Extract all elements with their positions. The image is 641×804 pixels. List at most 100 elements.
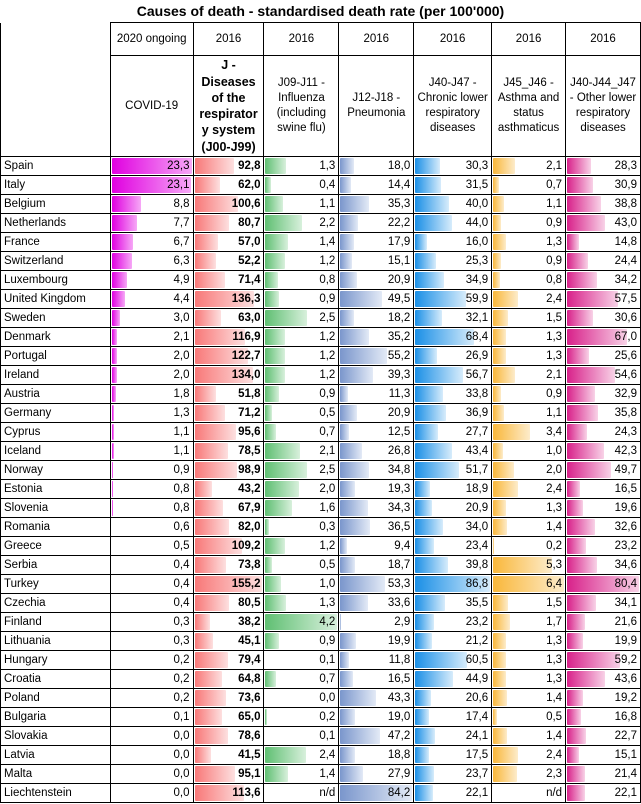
cell-value: 34,0 <box>465 521 489 533</box>
flu-data-bar <box>265 177 271 193</box>
flu-cell: 1,0 <box>263 574 340 594</box>
cell-value: 116,9 <box>232 331 261 343</box>
cell-value: 84,2 <box>387 787 411 799</box>
chr-cell: 24,1 <box>413 726 493 746</box>
cell-value: 20,6 <box>465 692 489 704</box>
covid-data-bar <box>111 443 114 459</box>
chr-data-bar <box>415 196 449 212</box>
cell-value: 0,8 <box>546 274 563 286</box>
pneu-data-bar <box>340 329 370 345</box>
covid-data-bar <box>111 158 192 174</box>
asth-cell: 1,3 <box>491 669 567 689</box>
oth-data-bar <box>567 462 611 478</box>
cell-value: 15,1 <box>387 255 411 267</box>
cell-value: 17,4 <box>465 711 489 723</box>
cell-value: 2,1 <box>546 160 563 172</box>
chr-cell: 33,8 <box>413 384 493 404</box>
flu-cell: 0,1 <box>263 726 340 746</box>
cell-value: 0,4 <box>173 578 190 590</box>
chr-data-bar <box>415 348 438 364</box>
cell-value: 23,3 <box>167 160 190 172</box>
flu-cell: 2,1 <box>263 441 340 461</box>
table-row: Bulgaria 0,1 65,0 0,2 19,0 17,4 0,5 16,8 <box>0 707 641 727</box>
resp-cell: 95,1 <box>192 764 265 784</box>
cell-value: 20,9 <box>387 274 411 286</box>
chr-cell: 21,2 <box>413 631 493 651</box>
asth-cell: 1,3 <box>491 650 567 670</box>
covid-cell: 0,2 <box>109 650 194 670</box>
cell-value: 24,4 <box>614 255 637 267</box>
table-row: Ireland 2,0 134,0 1,2 39,3 56,7 2,1 54,6 <box>0 365 641 385</box>
covid-cell: 3,0 <box>109 308 194 328</box>
asth-cell: 1,3 <box>491 631 567 651</box>
covid-cell: 0,8 <box>109 498 194 518</box>
cell-value: 1,1 <box>319 198 336 210</box>
cell-value: 18,2 <box>387 312 411 324</box>
cell-value: 27,9 <box>387 768 411 780</box>
asth-cell: 0,9 <box>491 213 567 233</box>
cell-value: 23,2 <box>465 616 489 628</box>
cell-value: 2,0 <box>319 483 336 495</box>
cell-value: 16,5 <box>387 673 411 685</box>
oth-data-bar <box>567 747 579 763</box>
table-row: United Kingdom 4,4 136,3 0,9 49,5 59,9 2,4 57,5 <box>0 289 641 309</box>
table-row: Germany 1,3 71,2 0,5 20,9 36,9 1,1 35,8 <box>0 403 641 423</box>
resp-data-bar <box>194 766 236 782</box>
oth-cell: 22,7 <box>565 726 641 746</box>
cell-value: 21,2 <box>465 635 489 647</box>
chr-data-bar <box>415 177 442 193</box>
covid-cell: 2,0 <box>109 365 194 385</box>
cell-value: 14,4 <box>387 179 411 191</box>
cell-value: 55,2 <box>387 350 411 362</box>
asth-cell: 0,2 <box>491 536 567 556</box>
country-cell: Croatia <box>0 669 111 689</box>
pneu-cell: 14,4 <box>338 175 415 195</box>
cell-value: 82,0 <box>238 521 261 533</box>
resp-data-bar <box>194 272 225 288</box>
cell-value: 0,9 <box>546 217 563 229</box>
country-cell: Slovakia <box>0 726 111 746</box>
table-row: Hungary 0,2 79,4 0,1 11,8 60,5 1,3 59,2 <box>0 650 641 670</box>
chr-data-bar <box>415 424 438 440</box>
resp-cell: 82,0 <box>192 517 265 537</box>
table-row: Denmark 2,1 116,9 1,2 35,2 68,4 1,3 67,0 <box>0 327 641 347</box>
cell-value: 98,9 <box>238 464 261 476</box>
covid-cell: 1,8 <box>109 384 194 404</box>
table-row: Turkey 0,4 155,2 1,0 53,3 86,8 6,4 80,4 <box>0 574 641 594</box>
chr-data-bar <box>415 386 444 402</box>
cell-value: 1,3 <box>546 654 563 666</box>
pneu-cell: 2,9 <box>338 612 415 632</box>
cell-value: 2,5 <box>319 464 336 476</box>
cell-value: 1,4 <box>546 521 563 533</box>
chr-cell: 31,5 <box>413 175 493 195</box>
oth-data-bar <box>567 652 620 668</box>
cell-value: 57,0 <box>238 236 261 248</box>
resp-cell: 136,3 <box>192 289 265 309</box>
chr-cell: 56,7 <box>413 365 493 385</box>
chr-data-bar <box>415 367 464 383</box>
cell-value: 16,8 <box>614 711 637 723</box>
chr-data-bar <box>415 766 435 782</box>
flu-data-bar <box>265 462 308 478</box>
cell-value: 73,8 <box>238 559 261 571</box>
flu-data-bar <box>265 500 292 516</box>
table-row: Slovenia 0,8 67,9 1,6 34,3 20,9 1,3 19,6 <box>0 498 641 518</box>
flu-data-bar <box>265 766 289 782</box>
cell-value: 67,9 <box>238 502 261 514</box>
pneu-cell: 20,9 <box>338 270 415 290</box>
oth-data-bar <box>567 196 601 212</box>
cell-value: 43,3 <box>387 692 411 704</box>
flu-data-bar <box>265 405 273 421</box>
cell-value: 35,2 <box>387 331 411 343</box>
resp-cell: 113,6 <box>192 783 265 803</box>
cell-value: 0,0 <box>173 768 190 780</box>
asth-data-bar <box>493 500 506 516</box>
cell-value: 32,1 <box>465 312 489 324</box>
cell-value: n/d <box>546 787 563 799</box>
flu-data-bar <box>265 348 285 364</box>
asth-data-bar <box>493 291 519 307</box>
cell-value: 18,7 <box>387 559 411 571</box>
cause-header: COVID-19 <box>109 55 194 157</box>
cell-value: 18,0 <box>387 160 411 172</box>
country-cell: Belgium <box>0 194 111 214</box>
